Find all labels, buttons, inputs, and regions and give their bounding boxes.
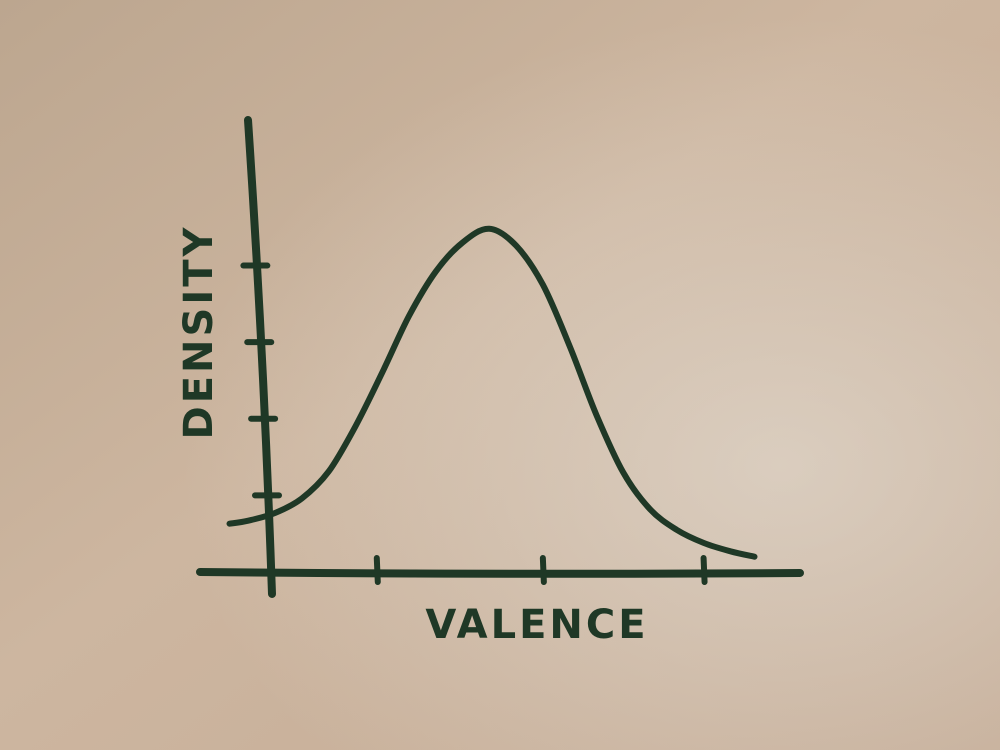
density-curve-layer <box>226 225 758 560</box>
density-curve <box>226 225 758 560</box>
y-axis-line <box>244 116 276 598</box>
y-axis-label: DENSITY <box>176 225 222 440</box>
axes <box>196 116 804 598</box>
x-tick <box>539 555 547 585</box>
x-axis-line <box>196 568 804 578</box>
tick-marks <box>240 262 708 585</box>
x-tick <box>700 555 708 585</box>
x-tick <box>373 555 381 585</box>
x-axis-label: VALENCE <box>425 602 648 648</box>
